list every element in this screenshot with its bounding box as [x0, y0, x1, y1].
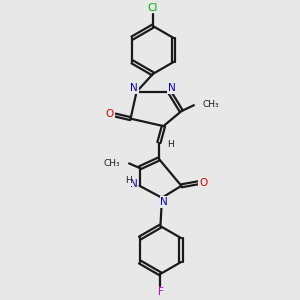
Text: F: F — [158, 287, 164, 297]
Text: CH₃: CH₃ — [103, 159, 120, 168]
Text: N: N — [160, 197, 168, 207]
Text: Cl: Cl — [148, 3, 158, 13]
Text: H: H — [167, 140, 174, 148]
Text: H: H — [125, 176, 132, 185]
Text: N: N — [168, 83, 176, 93]
Text: O: O — [106, 110, 114, 119]
Text: N: N — [130, 179, 137, 189]
Text: CH₃: CH₃ — [202, 100, 219, 109]
Text: N: N — [130, 83, 138, 93]
Text: O: O — [199, 178, 207, 188]
